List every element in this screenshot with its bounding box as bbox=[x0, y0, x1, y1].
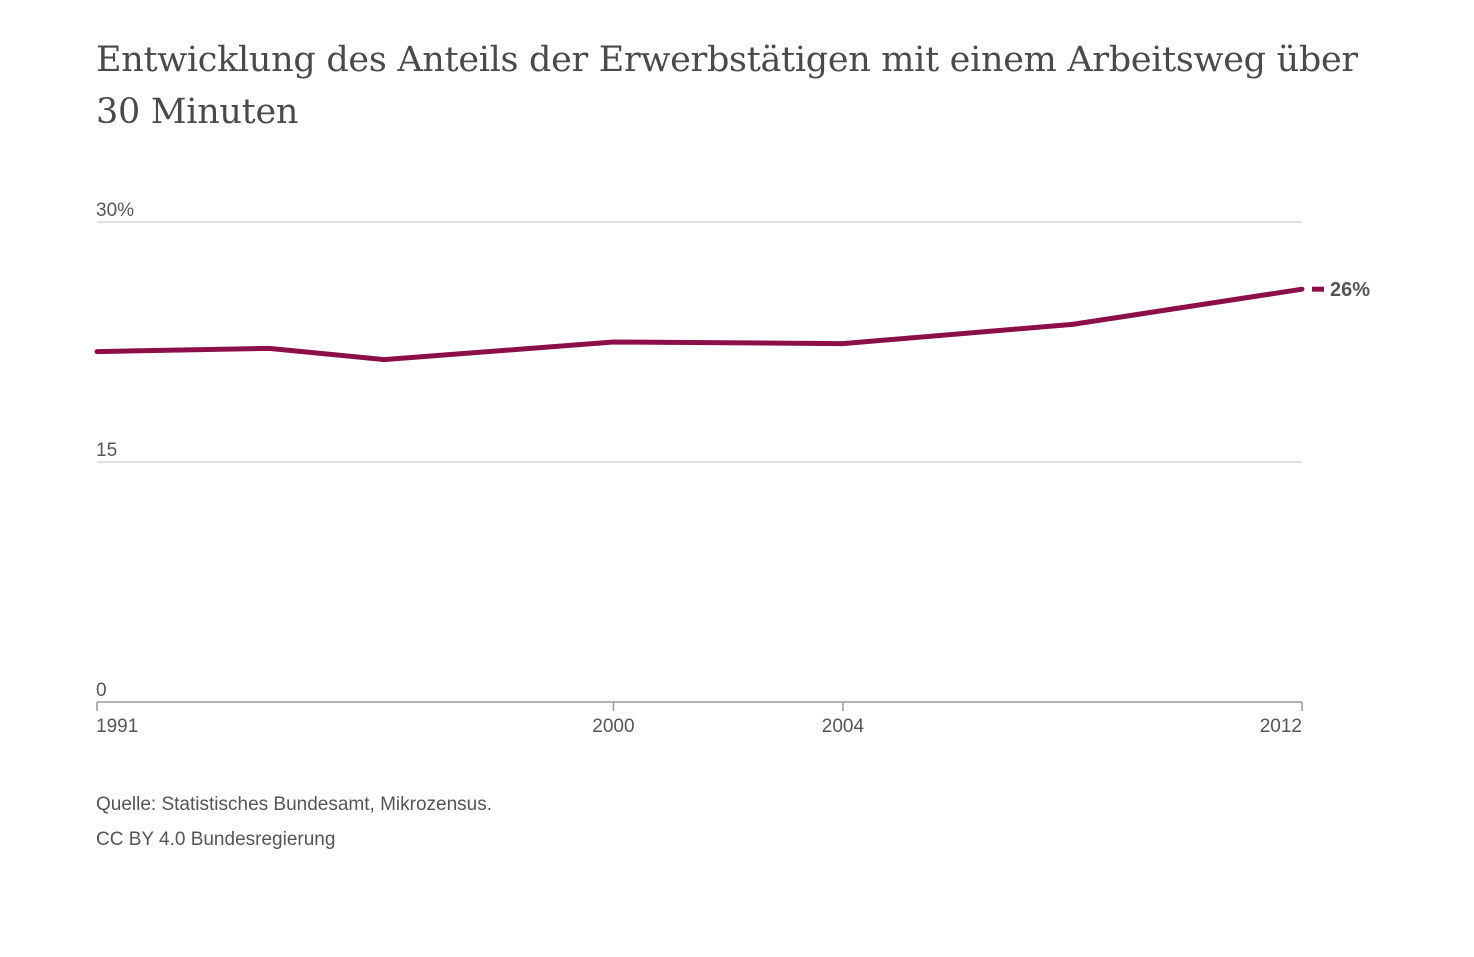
y-tick-label: 15 bbox=[96, 440, 117, 461]
x-tick-label: 1991 bbox=[96, 716, 138, 737]
gridlines bbox=[97, 221, 1302, 463]
chart-title: Entwicklung des Anteils der Erwerbstätig… bbox=[96, 40, 1358, 132]
data-point bbox=[1070, 322, 1075, 327]
end-value-label: 26% bbox=[1330, 279, 1370, 301]
data-point bbox=[267, 346, 272, 351]
y-tick-label: 0 bbox=[96, 680, 107, 701]
data-point bbox=[611, 340, 616, 345]
source-note: Quelle: Statistisches Bundesamt, Mikroze… bbox=[96, 787, 492, 857]
x-tick-label: 2000 bbox=[592, 716, 634, 737]
data-point bbox=[381, 357, 386, 362]
data-point bbox=[95, 349, 100, 354]
data-point bbox=[840, 341, 845, 346]
series-layer bbox=[94, 286, 1324, 363]
x-axis bbox=[96, 701, 1303, 711]
y-tick-label: 30% bbox=[96, 200, 134, 221]
data-point bbox=[1300, 287, 1305, 292]
series-line bbox=[94, 286, 1305, 363]
x-tick-label: 2012 bbox=[1260, 716, 1302, 737]
license-line: CC BY 4.0 Bundesregierung bbox=[96, 829, 336, 850]
labels: 0 15 30% 1991 2000 2004 2012 26% bbox=[96, 200, 1370, 737]
source-line: Quelle: Statistisches Bundesamt, Mikroze… bbox=[96, 794, 493, 815]
x-tick-label: 2004 bbox=[822, 716, 865, 737]
